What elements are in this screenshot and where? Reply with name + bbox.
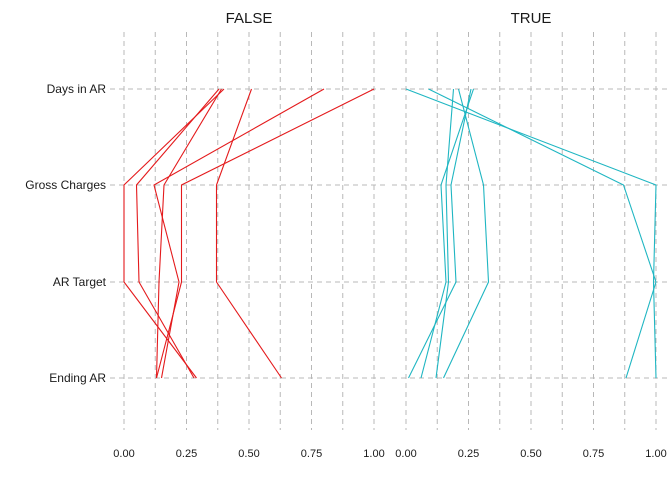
panel-title-false: FALSE [226, 10, 273, 27]
x-tick-label-true-3: 0.75 [583, 448, 604, 460]
series-line-true-1 [405, 88, 657, 379]
y-axis: Days in AR Gross Charges AR Target Ending A… [25, 82, 106, 385]
series-line-false-3 [215, 88, 282, 379]
series-line-false-4 [153, 88, 325, 379]
series-line-false-1 [123, 88, 225, 379]
panel-false: FALSE 0.00 0.25 0.50 0.75 1.00 [110, 10, 386, 460]
y-tick-label-2: AR Target [53, 275, 107, 289]
grid-true [392, 32, 668, 430]
series-line-true-6 [435, 88, 455, 379]
x-tick-label-false-3: 0.75 [301, 448, 322, 460]
series-line-false-2 [135, 88, 220, 379]
x-tick-label-true-1: 0.25 [458, 448, 479, 460]
series-line-false-6 [155, 88, 222, 379]
grid-false [110, 32, 386, 430]
series-group-false [123, 88, 375, 379]
x-axis-false: 0.00 0.25 0.50 0.75 1.00 [113, 448, 384, 460]
series-line-true-2 [428, 88, 657, 379]
x-tick-label-true-4: 1.00 [645, 448, 666, 460]
x-tick-label-false-2: 0.50 [238, 448, 259, 460]
y-tick-label-3: Ending AR [49, 371, 106, 385]
x-tick-label-false-4: 1.00 [363, 448, 384, 460]
y-tick-label-1: Gross Charges [25, 178, 106, 192]
x-tick-label-true-0: 0.00 [395, 448, 416, 460]
y-tick-label-0: Days in AR [47, 82, 107, 96]
x-tick-label-false-0: 0.00 [113, 448, 134, 460]
x-tick-label-true-2: 0.50 [520, 448, 541, 460]
series-line-true-5 [420, 88, 475, 379]
panel-title-true: TRUE [511, 10, 552, 27]
series-line-true-4 [408, 88, 472, 379]
x-axis-true: 0.00 0.25 0.50 0.75 1.00 [395, 448, 666, 460]
panel-true: TRUE 0.00 0.25 0.50 0.75 1.00 [392, 10, 668, 460]
x-tick-label-false-1: 0.25 [176, 448, 197, 460]
series-line-true-3 [443, 88, 490, 379]
series-group-true [405, 88, 657, 379]
series-line-false-5 [155, 88, 375, 379]
